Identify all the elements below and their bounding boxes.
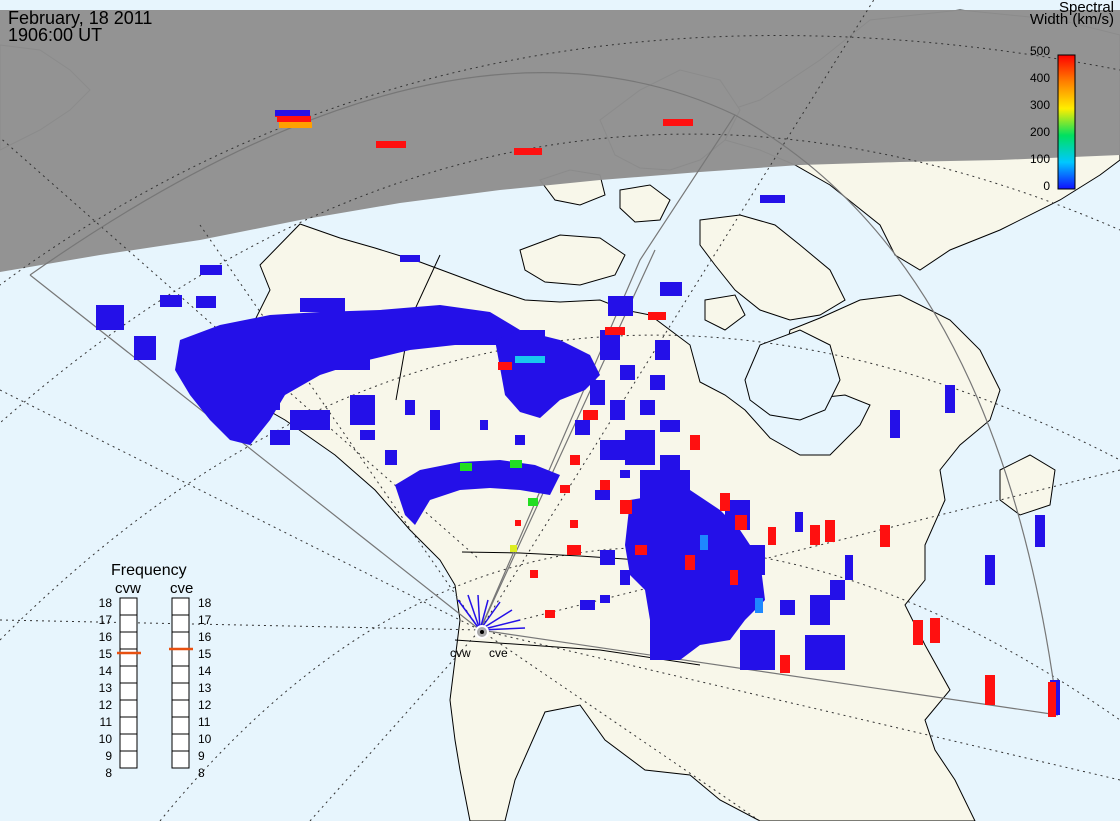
echoes-north-beam: [575, 195, 785, 500]
frequency-level-label: 8: [198, 766, 205, 780]
radar-echoes: [96, 110, 1060, 717]
colorbar-tick: 400: [1030, 71, 1050, 85]
station-label-cve: cve: [489, 646, 508, 660]
echoes-high-width: [275, 110, 1056, 717]
colorbar-tick: 500: [1030, 44, 1050, 58]
frequency-radar-cvw: cvw: [115, 580, 141, 597]
frequency-level-label: 10: [99, 732, 113, 746]
echoes-west-band: [96, 255, 520, 465]
frequency-level-label: 17: [99, 613, 113, 627]
frequency-level-label: 15: [99, 647, 113, 661]
frequency-level-label: 14: [198, 664, 212, 678]
frequency-level-label: 14: [99, 664, 113, 678]
echoes-low-width: [460, 356, 763, 613]
radar-stations: [475, 625, 489, 639]
colorbar-title: Spectral: [1058, 0, 1114, 16]
night-region: [0, 10, 1120, 272]
southampton-island: [704, 294, 746, 331]
colorbar-units: Width (km/s): [1029, 11, 1114, 28]
frequency-level-label: 15: [198, 647, 212, 661]
frequency-level-label: 16: [198, 630, 212, 644]
frequency-level-label: 8: [105, 766, 112, 780]
frequency-column-cvw: [119, 597, 138, 769]
colorbar-ticks: 500 400 300 200 100 0: [1030, 44, 1050, 193]
frequency-level-label: 9: [198, 749, 205, 763]
colorbar-tick: 100: [1030, 152, 1050, 166]
echoes-multicolor-cell: [275, 110, 312, 128]
frequency-radar-cve: cve: [170, 580, 193, 597]
frequency-labels-right: 18 17 16 15 14 13 12 11 10 9 8: [198, 596, 212, 780]
frequency-level-label: 18: [198, 596, 212, 610]
frequency-level-label: 13: [99, 681, 113, 695]
beam-line-1: [479, 114, 736, 631]
baffin-island: [699, 214, 846, 321]
frequency-level-label: 9: [105, 749, 112, 763]
frequency-column-cve: [171, 597, 190, 769]
colorbar-tick: 0: [1043, 179, 1050, 193]
frequency-title: Frequency: [111, 562, 187, 579]
colorbar-gradient: [1057, 54, 1076, 190]
frequency-level-label: 13: [198, 681, 212, 695]
frequency-level-label: 18: [99, 596, 113, 610]
frequency-level-label: 17: [198, 613, 212, 627]
hudson-bay: [744, 329, 841, 421]
echoes-mid-arc: [395, 460, 560, 525]
frequency-level-label: 11: [198, 715, 211, 729]
victoria-island: [519, 234, 626, 286]
colorbar-tick: 300: [1030, 98, 1050, 112]
header-time: 1906:00 UT: [8, 25, 103, 45]
frequency-level-label: 16: [99, 630, 113, 644]
fov-west-edge: [29, 274, 481, 631]
frequency-level-label: 11: [100, 715, 113, 729]
frequency-level-label: 10: [198, 732, 212, 746]
frequency-level-label: 12: [99, 698, 113, 712]
frequency-labels-left: 18 17 16 15 14 13 12 11 10 9 8: [99, 596, 113, 780]
colorbar: 500 400 300 200 100 0: [1030, 44, 1076, 193]
colorbar-tick: 200: [1030, 125, 1050, 139]
frequency-level-label: 12: [198, 698, 212, 712]
arctic-islands-central: [619, 184, 671, 223]
fov-south-edge: [479, 629, 1059, 716]
header-date: February, 18 2011: [8, 8, 153, 28]
station-label-cvw: cvw: [450, 646, 471, 660]
frequency-panel: Frequency cvw cve 18 17: [99, 562, 212, 780]
